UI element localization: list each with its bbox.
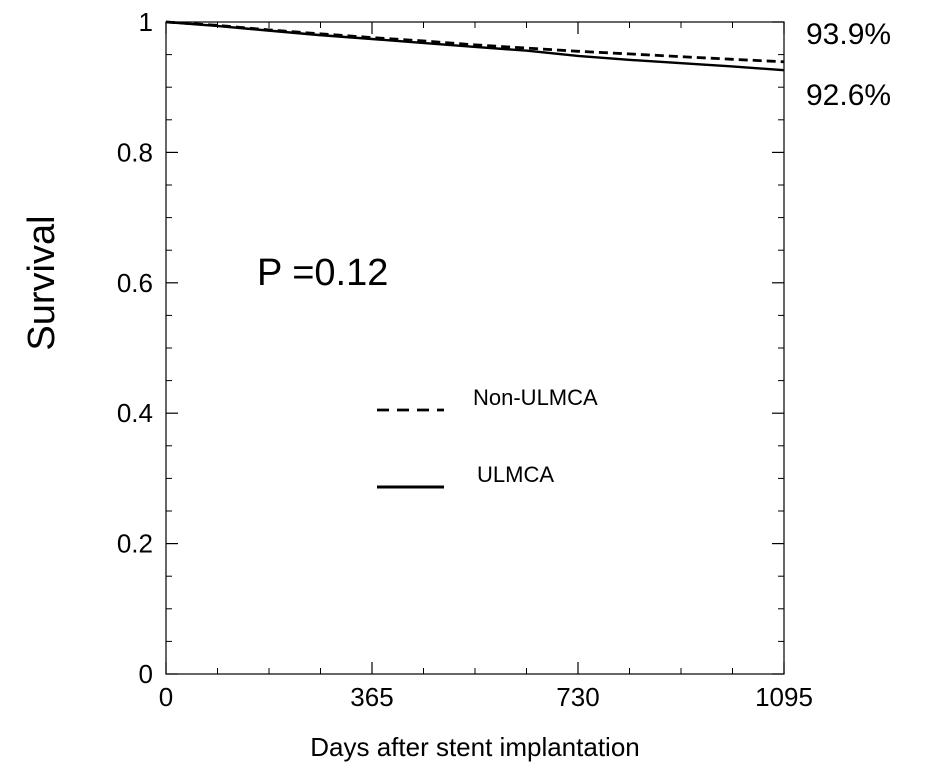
x-tick-labels: 0 365 730 1095 <box>159 682 813 712</box>
end-label-non-ulmca: 93.9% <box>806 18 891 51</box>
legend-label-non-ulmca: Non-ULMCA <box>473 385 598 410</box>
y-tick-label: 0 <box>139 659 153 689</box>
series-lines <box>165 20 785 72</box>
end-label-ulmca: 92.6% <box>806 79 891 112</box>
y-tick-label: 1 <box>139 7 153 37</box>
x-tick-label: 1095 <box>755 682 813 712</box>
plot-frame <box>165 21 785 675</box>
y-tick-labels: 0 0.2 0.4 0.6 0.8 1 <box>117 7 153 689</box>
x-tick-label: 730 <box>556 682 599 712</box>
x-tick-label: 365 <box>350 682 393 712</box>
legend-label-ulmca: ULMCA <box>477 462 554 487</box>
y-tick-label: 0.4 <box>117 398 153 428</box>
plot-border <box>165 21 785 675</box>
series-line-ulmca <box>165 20 785 72</box>
x-axis-title: Days after stent implantation <box>310 732 640 762</box>
legend: Non-ULMCA ULMCA <box>377 385 598 489</box>
y-axis-title: Survival <box>21 215 63 350</box>
end-labels: 93.9% 92.6% <box>806 18 891 112</box>
y-tick-label: 0.8 <box>117 137 153 167</box>
x-tick-label: 0 <box>159 682 173 712</box>
p-value-annotation: P =0.12 <box>257 252 388 294</box>
y-tick-label: 0.6 <box>117 268 153 298</box>
minor-ticks <box>166 22 784 674</box>
y-tick-label: 0.2 <box>117 529 153 559</box>
major-ticks <box>165 21 785 675</box>
